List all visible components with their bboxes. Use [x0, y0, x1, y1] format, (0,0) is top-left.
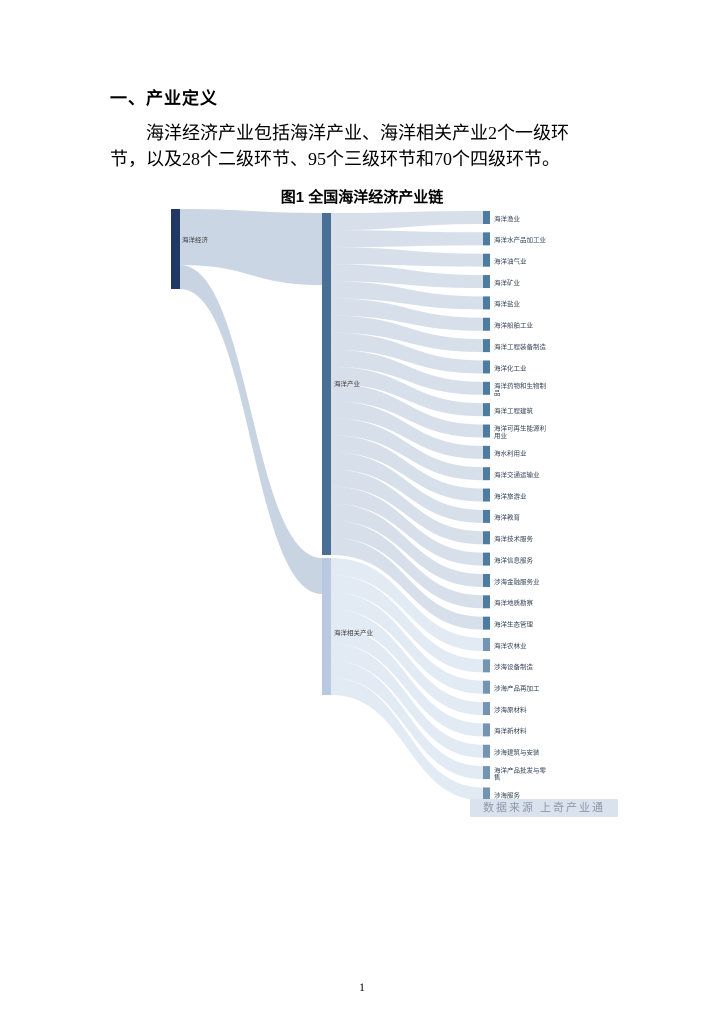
sankey-node	[483, 317, 490, 331]
sankey-link	[331, 626, 483, 737]
data-source-badge: 数据来源 上奇产业通	[470, 799, 618, 817]
sankey-node-label: 海洋产品批发与零售	[494, 765, 547, 781]
sankey-node-root	[171, 209, 180, 289]
sankey-node-label: 涉海设备制造	[494, 662, 534, 671]
sankey-node	[483, 253, 490, 267]
sankey-node-label: 海洋教育	[494, 513, 521, 522]
sankey-node-label: 海洋生态管理	[494, 619, 534, 628]
sankey-link	[331, 401, 483, 459]
sankey-link	[331, 281, 483, 310]
sankey-node	[483, 296, 490, 310]
sankey-node-label: 海洋水产品加工业	[494, 235, 547, 244]
sankey-node-label: 海洋信息服务	[494, 555, 534, 564]
sankey-link	[331, 384, 483, 438]
sankey-link	[331, 558, 483, 651]
sankey-link	[331, 247, 483, 267]
sankey-link	[331, 230, 483, 248]
sankey-link	[331, 452, 483, 523]
sankey-link	[331, 592, 483, 694]
sankey-node-branch1	[322, 213, 331, 555]
sankey-node-label: 涉海建筑与安装	[494, 748, 540, 757]
sankey-node	[483, 595, 490, 609]
sankey-link	[331, 211, 483, 231]
sankey-node-label: 海洋矿业	[494, 278, 521, 287]
sankey-node-label: 海洋船舶工业	[494, 321, 534, 330]
sankey-node	[483, 573, 490, 587]
sankey-node	[483, 552, 490, 566]
figure-title: 图1 全国海洋经济产业链	[280, 189, 444, 206]
sankey-branch2-label: 海洋相关产业	[334, 628, 374, 637]
sankey-link	[331, 643, 483, 758]
sankey-node-label: 海洋技术服务	[494, 534, 534, 543]
sankey-node	[483, 659, 490, 673]
sankey-node-label: 海洋化工业	[494, 363, 527, 372]
sankey-link	[331, 469, 483, 545]
sankey-link	[331, 435, 483, 502]
sankey-node-label: 海水利用业	[494, 449, 527, 458]
sankey-link	[331, 332, 483, 374]
sankey-node-label: 海洋盐业	[494, 299, 521, 308]
sankey-node	[483, 702, 490, 716]
sankey-link	[331, 366, 483, 417]
sankey-root-label: 海洋经济	[182, 235, 209, 244]
sankey-node-label: 海洋交通运输业	[494, 470, 540, 479]
sankey-node	[483, 680, 490, 694]
sankey-link	[331, 677, 483, 801]
sankey-node	[483, 766, 490, 780]
sankey-node	[483, 488, 490, 502]
sankey-link	[331, 660, 483, 780]
sankey-node	[483, 360, 490, 374]
sankey-link	[331, 264, 483, 289]
sankey-link	[331, 315, 483, 353]
sankey-node	[483, 211, 490, 224]
sankey-node	[483, 638, 490, 651]
sankey-node-label: 海洋新材料	[494, 726, 527, 735]
sankey-link	[331, 418, 483, 481]
sankey-node	[483, 232, 490, 246]
body-paragraph: 海洋经济产业包括海洋产业、海洋相关产业2个一级环节，以及28个二级环节、95个三…	[110, 123, 569, 169]
sankey-link	[331, 349, 483, 395]
sankey-link	[331, 486, 483, 566]
sankey-node-label: 涉海原材料	[494, 705, 527, 714]
sankey-node-label: 海洋农林业	[494, 641, 527, 650]
sankey-branch1-label: 海洋产业	[334, 379, 361, 388]
sankey-node	[483, 467, 490, 481]
sankey-node	[483, 744, 490, 758]
sankey-node	[483, 339, 490, 353]
sankey-node	[483, 445, 490, 459]
sankey-link	[331, 503, 483, 587]
sankey-node-label: 海洋渔业	[494, 214, 521, 223]
sankey-node	[483, 723, 490, 737]
sankey-node-label: 海洋地质勘察	[494, 598, 534, 607]
sankey-node	[483, 381, 490, 395]
section-heading: 一、产业定义	[110, 89, 218, 108]
sankey-node	[483, 531, 490, 545]
sankey-node	[483, 509, 490, 523]
sankey-link	[331, 575, 483, 673]
sankey-node-label: 海洋工程装备制造	[494, 342, 547, 351]
sankey-node-label: 涉海产品再加工	[494, 684, 540, 693]
page-number: 1	[359, 980, 365, 994]
sankey-link-root-branch2	[180, 265, 322, 594]
sankey-node	[483, 616, 490, 630]
sankey-link-root-branch1	[180, 209, 322, 285]
sankey-node-label: 海洋可再生能源利用业	[494, 424, 546, 440]
sankey-link	[331, 609, 483, 716]
sankey-node-label: 海洋旅游业	[494, 491, 527, 500]
sankey-node-label: 海洋油气业	[494, 257, 527, 266]
sankey-link	[331, 520, 483, 609]
sankey-link	[331, 298, 483, 331]
sankey-node	[483, 424, 490, 438]
sankey-node	[483, 403, 490, 417]
sankey-link	[331, 537, 483, 630]
sankey-node-label: 涉海金融服务业	[494, 577, 540, 586]
sankey-node-branch2	[322, 558, 331, 695]
sankey-node-label: 涉海服务	[494, 790, 521, 799]
sankey-node	[483, 275, 490, 289]
sankey-node-label: 海洋药物和生物制品	[494, 381, 547, 397]
sankey-node-label: 海洋工程建筑	[494, 406, 534, 415]
sankey-node	[483, 787, 490, 801]
